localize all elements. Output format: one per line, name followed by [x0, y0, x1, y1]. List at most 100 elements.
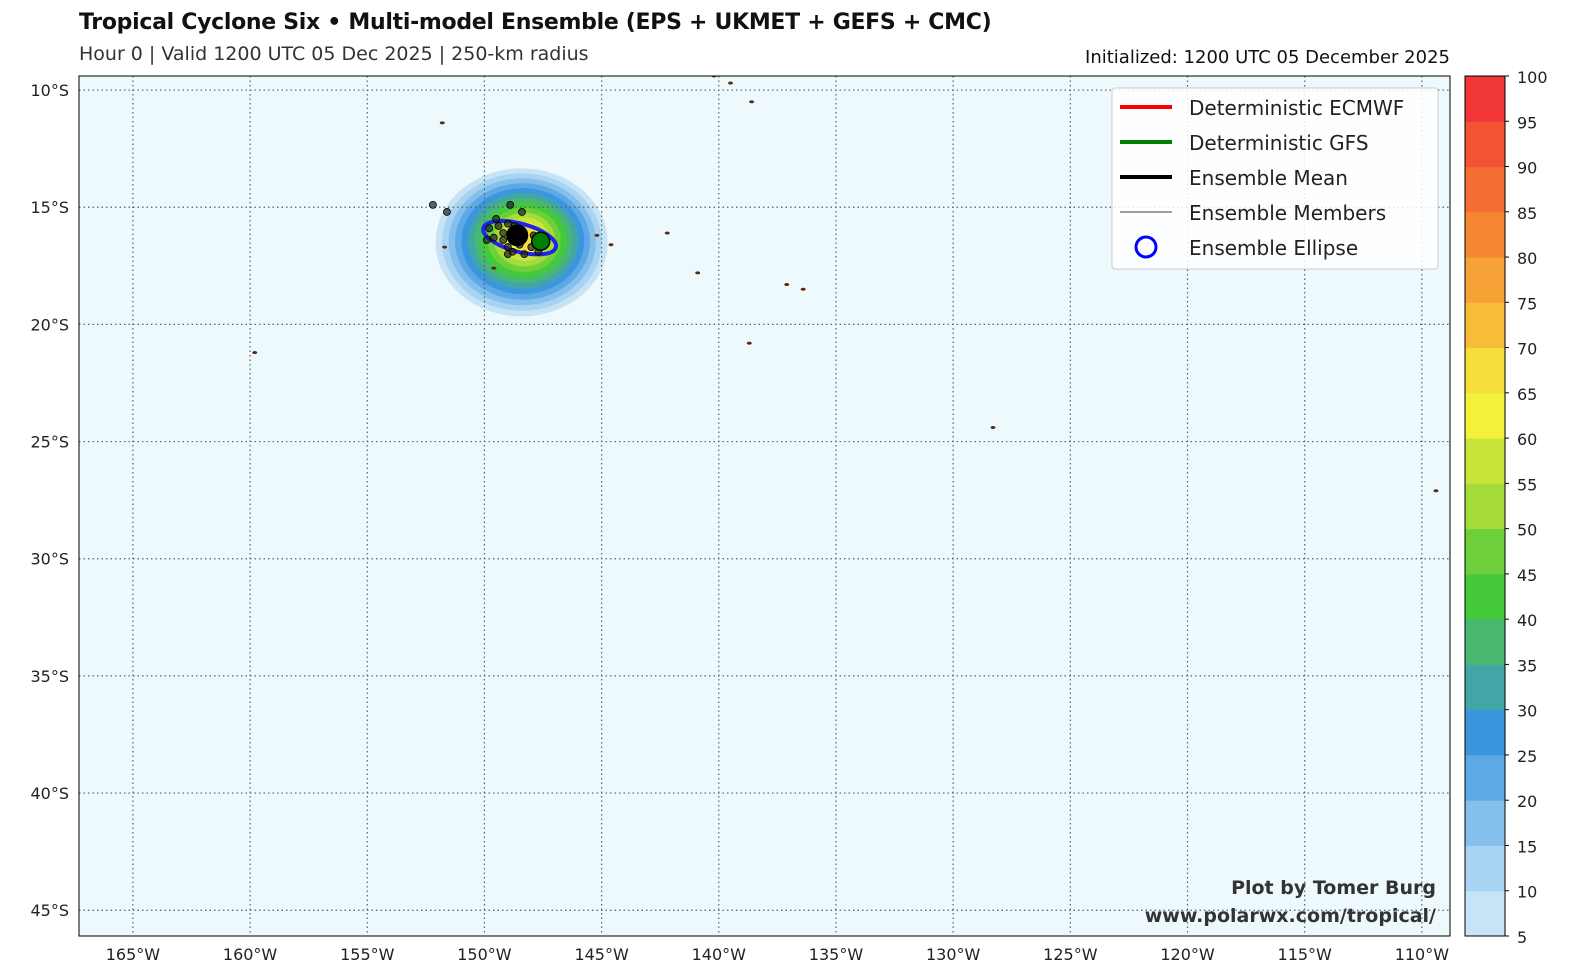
island [746, 341, 752, 345]
ensemble-member-marker [506, 200, 515, 209]
x-tick-label: 160°W [223, 945, 278, 964]
colorbar-label: 45 [1517, 566, 1537, 585]
colorbar-bin [1465, 76, 1505, 122]
legend-ellipse: Ensemble Ellipse [1189, 236, 1358, 260]
island [990, 425, 996, 429]
x-tick-label: 150°W [457, 945, 512, 964]
x-tick-label: 135°W [809, 945, 864, 964]
plot-title: Tropical Cyclone Six • Multi-model Ensem… [79, 10, 992, 35]
colorbar-bin [1465, 890, 1505, 937]
island [442, 245, 448, 249]
islands [252, 76, 1439, 493]
colorbar-bin [1465, 845, 1505, 892]
ensemble-member-marker [485, 224, 494, 233]
ensemble-member-marker [499, 236, 508, 244]
plot-subtitle: Hour 0 | Valid 1200 UTC 05 Dec 2025 | 25… [79, 43, 589, 65]
colorbar-label: 30 [1517, 702, 1537, 721]
colorbar-bin [1465, 573, 1505, 620]
ensemble-member-marker [489, 233, 498, 242]
colorbar-bin [1465, 121, 1505, 168]
y-tick-label: 35°S [30, 667, 69, 686]
y-tick-label: 10°S [30, 81, 69, 100]
x-tick-label: 145°W [574, 945, 629, 964]
island [749, 100, 755, 104]
credit-url: www.polarwx.com/tropical/ [1145, 905, 1436, 927]
map-frame [78, 75, 1451, 937]
island [594, 233, 600, 237]
island [728, 81, 734, 85]
colorbar-bin [1465, 528, 1505, 575]
colorbar-label: 85 [1517, 204, 1537, 223]
ensemble-member-marker [518, 208, 526, 216]
y-tick-label: 25°S [30, 433, 69, 452]
colorbar-label: 55 [1517, 475, 1537, 494]
colorbar-bin [1465, 619, 1505, 665]
ensemble-member-marker [443, 208, 451, 216]
ensemble-member-marker [492, 215, 501, 223]
y-tick-label: 30°S [30, 550, 69, 569]
x-tick-label: 130°W [926, 945, 981, 964]
ensemble-member-marker [520, 250, 529, 258]
ensemble-mean-marker [506, 224, 529, 247]
colorbar-bin [1465, 709, 1505, 756]
colorbar-bin [1465, 302, 1505, 349]
colorbar-label: 80 [1517, 249, 1537, 268]
storm-markers [428, 200, 558, 258]
colorbar-label: 25 [1517, 747, 1537, 766]
island [439, 121, 445, 125]
x-tick-label: 110°W [1395, 945, 1450, 964]
island [695, 271, 701, 275]
colorbar-label: 75 [1517, 294, 1537, 313]
x-tick-label: 165°W [106, 945, 161, 964]
colorbar-frame [1464, 75, 1506, 937]
graticule [79, 76, 1450, 936]
y-tick-label: 15°S [30, 198, 69, 217]
ensemble-member-marker [482, 236, 491, 244]
x-tick-label: 140°W [692, 945, 747, 964]
legend-ellipse-swatch [1134, 235, 1158, 259]
colorbar-label: 65 [1517, 385, 1537, 404]
colorbar-bin [1465, 800, 1505, 846]
island [491, 266, 497, 270]
legend-box [1111, 87, 1439, 270]
colorbar-bin [1465, 257, 1505, 303]
colorbar-label: 70 [1517, 340, 1537, 359]
colorbar-label: 40 [1517, 611, 1537, 630]
colorbar-bin [1465, 392, 1505, 439]
x-tick-label: 115°W [1278, 945, 1333, 964]
credit-author: Plot by Tomer Burg [1231, 877, 1436, 899]
island [608, 243, 614, 247]
y-tick-label: 40°S [30, 784, 69, 803]
gfs-marker [530, 231, 551, 251]
x-tick-label: 120°W [1160, 945, 1215, 964]
colorbar-label: 15 [1517, 837, 1537, 856]
y-tick-label: 20°S [30, 315, 69, 334]
colorbar-label: 100 [1517, 68, 1548, 87]
colorbar-label: 20 [1517, 792, 1537, 811]
ensemble-member-marker [508, 247, 517, 256]
colorbar-bin [1465, 438, 1505, 484]
island [800, 287, 806, 291]
axis-ticks: 165°W 160°W 155°W 150°W 145°W 140°W 135°W 130°W… [30, 81, 1449, 964]
colorbar-label: 90 [1517, 159, 1537, 178]
colorbar-bin [1465, 211, 1505, 258]
colorbar-label: 60 [1517, 430, 1537, 449]
legend-ecmwf: Deterministic ECMWF [1189, 96, 1404, 120]
colorbar-label: 50 [1517, 521, 1537, 540]
island [252, 351, 258, 355]
island [664, 231, 670, 235]
colorbar-bin [1465, 166, 1505, 213]
colorbar-label: 35 [1517, 656, 1537, 675]
x-tick-label: 125°W [1043, 945, 1098, 964]
colorbar-bin [1465, 483, 1505, 530]
ensemble-member-marker [503, 219, 512, 228]
ensemble-member-marker [499, 229, 508, 237]
legend-mean: Ensemble Mean [1189, 166, 1348, 190]
initialized-time: Initialized: 1200 UTC 05 December 2025 [1085, 47, 1450, 68]
colorbar-label: 5 [1517, 928, 1527, 947]
colorbar: 5 10 15 20 25 30 35 40 45 50 55 60 65 70 75 80 85 90 95 100 [1464, 68, 1548, 947]
y-tick-label: 45°S [30, 901, 69, 920]
island [1433, 489, 1439, 493]
